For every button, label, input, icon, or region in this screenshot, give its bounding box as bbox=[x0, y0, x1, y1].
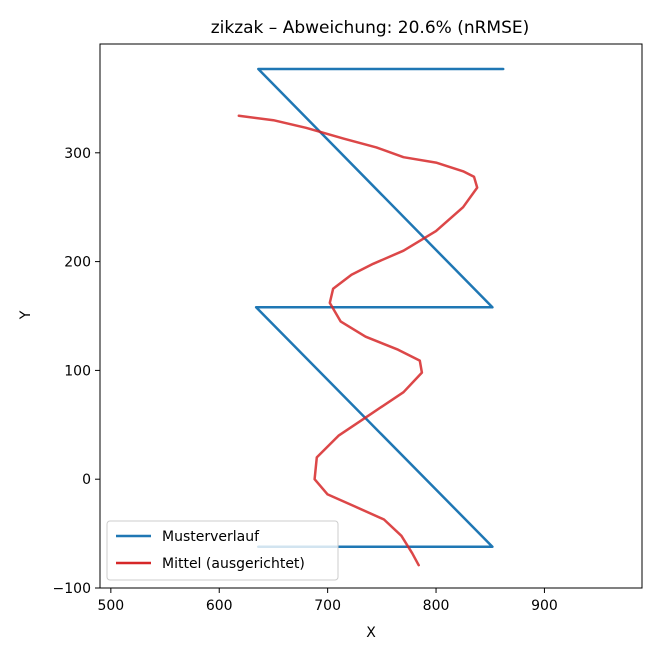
x-axis-label: X bbox=[366, 625, 376, 641]
series-line-1 bbox=[237, 114, 479, 567]
plot-frame bbox=[99, 43, 643, 589]
legend-label-1: Mittel (ausgerichtet) bbox=[162, 556, 305, 572]
y-axis-label: Y bbox=[18, 310, 34, 320]
chart-title: zikzak – Abweichung: 20.6% (nRMSE) bbox=[211, 18, 530, 38]
x-tick-label-1: 600 bbox=[206, 598, 233, 614]
x-tick-label-2: 700 bbox=[314, 598, 341, 614]
y-tick-label-3: 200 bbox=[64, 255, 91, 271]
plot-area bbox=[99, 43, 643, 589]
x-axis: 500 600 700 800 900 bbox=[97, 588, 558, 614]
series-line-0 bbox=[254, 67, 505, 548]
legend: Musterverlauf Mittel (ausgerichtet) bbox=[106, 520, 339, 581]
y-tick-label-0: −100 bbox=[53, 581, 91, 597]
legend-box bbox=[106, 520, 339, 581]
y-tick-label-1: 0 bbox=[82, 472, 91, 488]
y-axis: −100 0 100 200 300 bbox=[53, 146, 100, 597]
x-tick-label-0: 500 bbox=[97, 598, 124, 614]
x-tick-label-4: 900 bbox=[531, 598, 558, 614]
y-tick-label-2: 100 bbox=[64, 363, 91, 379]
y-tick-label-4: 300 bbox=[64, 146, 91, 162]
legend-label-0: Musterverlauf bbox=[162, 529, 260, 545]
x-tick-label-3: 800 bbox=[423, 598, 450, 614]
